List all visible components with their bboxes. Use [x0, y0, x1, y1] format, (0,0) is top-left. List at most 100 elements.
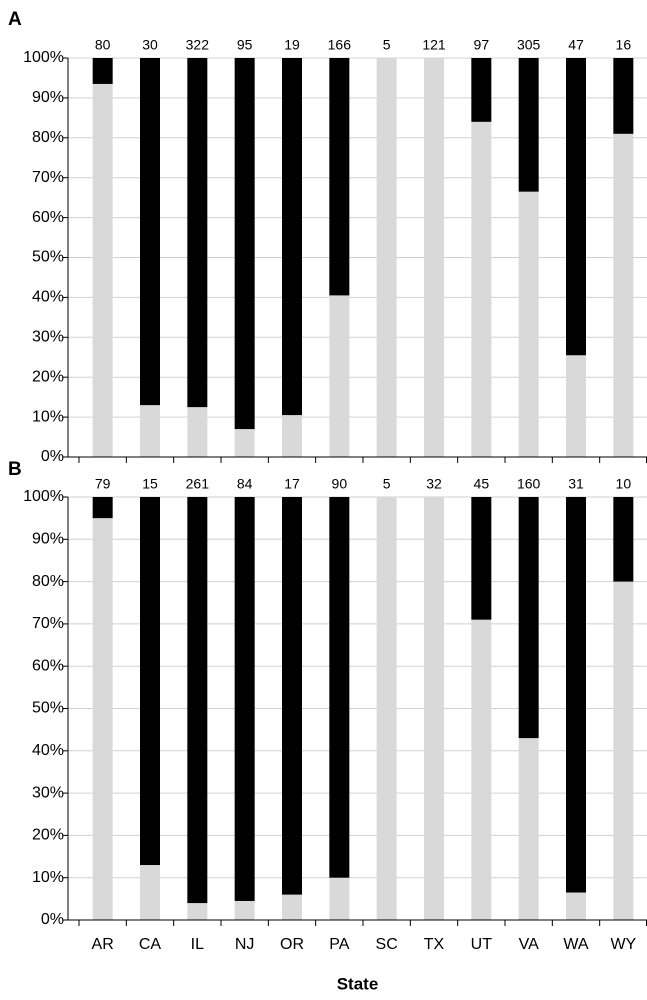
bar-segment [424, 497, 444, 920]
bar-segment [518, 58, 539, 192]
bar-segment [613, 581, 634, 920]
y-tick-label: 20% [32, 827, 64, 844]
bar-segment [376, 497, 397, 920]
bar-segment [329, 295, 350, 457]
y-tick-label: 20% [32, 368, 64, 385]
bar-segment [613, 497, 634, 582]
x-tick-label: VA [519, 936, 539, 953]
y-tick-label: 10% [32, 869, 64, 886]
y-tick-label: 30% [32, 784, 64, 801]
count-label: 305 [517, 37, 541, 53]
bar-segment [187, 58, 208, 408]
bar-segment [282, 497, 302, 895]
count-label: 160 [517, 476, 541, 492]
count-label: 95 [237, 37, 253, 53]
bar-segment [613, 58, 634, 134]
bar-segment [613, 133, 634, 457]
y-tick-label: 0% [41, 911, 64, 928]
bar-segment [518, 497, 539, 739]
y-tick-label: 10% [32, 408, 64, 425]
count-label: 45 [474, 476, 490, 492]
count-label: 17 [284, 476, 300, 492]
count-label: 80 [95, 37, 111, 53]
bar-segment [471, 121, 492, 457]
bar-segment [140, 58, 160, 406]
x-tick-label: PA [329, 936, 349, 953]
bar-segment [282, 894, 302, 920]
count-label: 166 [328, 37, 352, 53]
panel-label: A [8, 9, 22, 30]
bar-segment [92, 497, 113, 519]
bar-segment [566, 497, 586, 893]
y-tick-label: 100% [23, 49, 64, 66]
y-tick-label: 80% [32, 129, 64, 146]
x-tick-label: SC [376, 936, 398, 953]
bar-segment [566, 58, 586, 356]
count-label: 16 [616, 37, 632, 53]
x-tick-label: OR [280, 936, 304, 953]
count-label: 79 [95, 476, 111, 492]
bar-segment [140, 497, 160, 866]
bar-segment [92, 83, 113, 457]
bar-segment [187, 407, 208, 457]
panel-label: B [8, 459, 22, 480]
bar-segment [424, 58, 444, 457]
y-tick-label: 70% [32, 615, 64, 632]
y-tick-label: 30% [32, 329, 64, 346]
bar-segment [471, 58, 492, 122]
bar-segment [282, 415, 302, 457]
count-label: 5 [383, 476, 391, 492]
bar-segment [376, 58, 397, 457]
bar-segment [234, 900, 255, 920]
bar-segment [329, 877, 350, 920]
x-tick-label: UT [471, 936, 493, 953]
x-tick-label: CA [139, 936, 162, 953]
count-label: 30 [142, 37, 158, 53]
count-label: 32 [426, 476, 442, 492]
count-label: 15 [142, 476, 158, 492]
count-label: 261 [186, 476, 210, 492]
y-tick-label: 40% [32, 742, 64, 759]
x-tick-label: TX [424, 936, 445, 953]
bar-segment [92, 518, 113, 920]
bar-segment [234, 497, 255, 901]
x-tick-label: NJ [235, 936, 255, 953]
x-tick-label: WA [563, 936, 589, 953]
y-tick-label: 90% [32, 531, 64, 548]
bar-segment [234, 429, 255, 457]
x-tick-label: AR [92, 936, 114, 953]
bar-segment [92, 58, 113, 84]
bar-segment [234, 58, 255, 430]
y-tick-label: 100% [23, 488, 64, 505]
y-tick-label: 50% [32, 700, 64, 717]
count-label: 97 [474, 37, 490, 53]
bar-segment [140, 865, 160, 920]
bar-segment [140, 405, 160, 457]
count-label: 322 [186, 37, 210, 53]
count-label: 47 [568, 37, 584, 53]
bar-segment [329, 497, 350, 878]
count-label: 121 [422, 37, 446, 53]
y-tick-label: 80% [32, 573, 64, 590]
x-tick-label: IL [191, 936, 204, 953]
x-tick-label: WY [610, 936, 636, 953]
bar-segment [187, 903, 208, 920]
bar-segment [329, 58, 350, 296]
bar-segment [518, 191, 539, 458]
bar-segment [566, 892, 586, 920]
bar-segment [471, 619, 492, 920]
bar-segment [187, 497, 208, 904]
x-axis-title: State [337, 974, 379, 993]
count-label: 90 [332, 476, 348, 492]
count-label: 5 [383, 37, 391, 53]
count-label: 10 [616, 476, 632, 492]
bar-segment [471, 497, 492, 620]
y-tick-label: 50% [32, 249, 64, 266]
count-label: 84 [237, 476, 253, 492]
count-label: 19 [284, 37, 300, 53]
bar-segment [566, 355, 586, 457]
bar-segment [282, 58, 302, 416]
y-tick-label: 0% [41, 448, 64, 465]
